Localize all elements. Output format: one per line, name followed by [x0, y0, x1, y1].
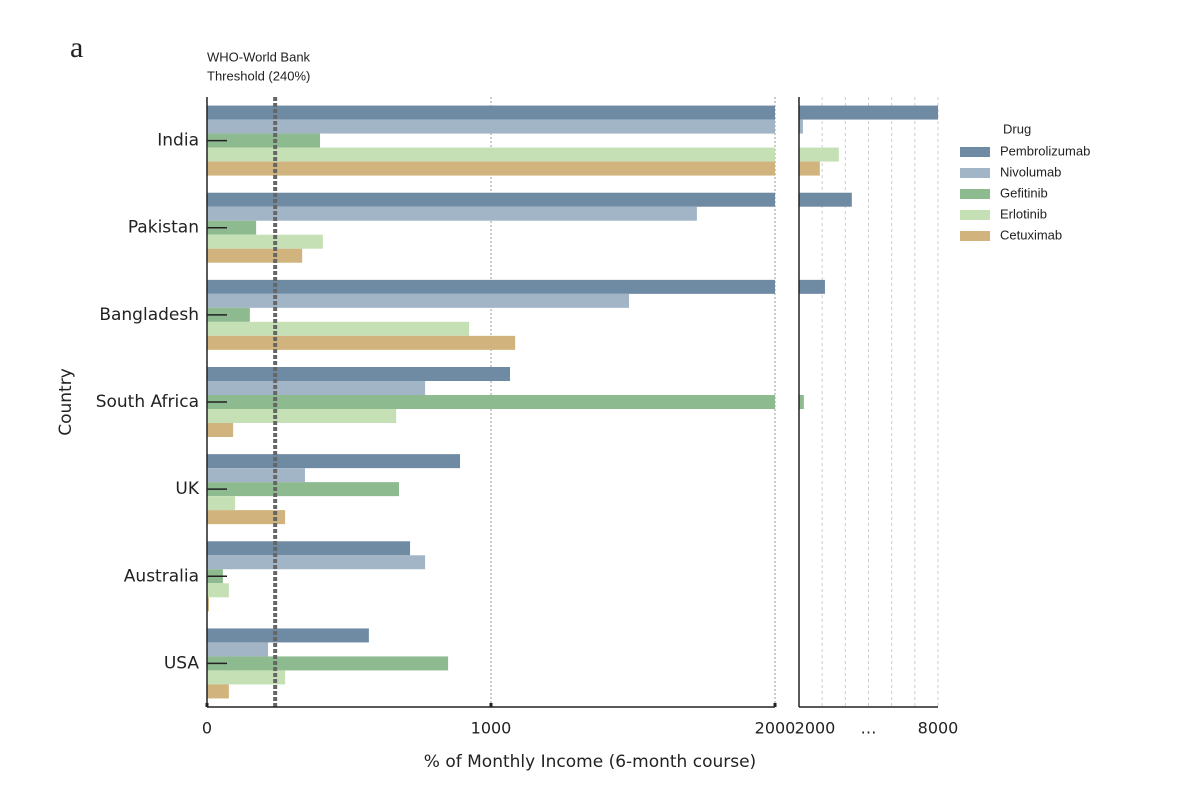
bar-overflow [799, 192, 852, 207]
y-tick-label: USA [164, 653, 200, 673]
bar [207, 220, 257, 235]
bar [207, 555, 426, 570]
bar [207, 234, 323, 249]
x-tick-label: 2000 [755, 719, 796, 738]
bar [207, 206, 697, 221]
threshold-label: WHO-World Bank [207, 49, 311, 64]
legend-swatch [960, 147, 990, 157]
bar [207, 293, 630, 308]
bar [207, 133, 321, 148]
y-tick-label: Bangladesh [99, 305, 199, 325]
bar [207, 642, 269, 657]
x-tick-label: 1000 [471, 719, 512, 738]
legend-swatch [960, 210, 990, 220]
bar [207, 192, 775, 207]
bar [207, 597, 209, 612]
legend-swatch [960, 231, 990, 241]
y-tick-label: Australia [124, 566, 199, 586]
bar [207, 335, 516, 350]
x2-tick-label: … [861, 719, 877, 738]
legend-title: Drug [1003, 121, 1031, 136]
threshold-label: Threshold (240%) [207, 68, 310, 83]
bar [207, 670, 286, 685]
bar [207, 161, 775, 176]
legend-swatch [960, 189, 990, 199]
bar [207, 367, 511, 381]
x2-tick-label: 2000 [795, 719, 836, 738]
legend-label: Pembrolizumab [1000, 143, 1090, 158]
bar-overflow [799, 119, 803, 134]
bar [207, 119, 775, 134]
bar [207, 279, 775, 294]
bar [207, 583, 229, 598]
bar [207, 147, 775, 162]
bar [207, 307, 250, 322]
y-axis-label: Country [56, 368, 76, 436]
bar [207, 409, 397, 423]
bar [207, 541, 411, 556]
bar [207, 468, 305, 483]
bar-overflow [799, 105, 938, 120]
y-tick-label: India [157, 131, 199, 151]
y-tick-label: UK [175, 479, 199, 499]
bar [207, 510, 286, 525]
bar [207, 684, 229, 699]
bar [207, 496, 236, 511]
legend-label: Nivolumab [1000, 164, 1061, 179]
x-axis-label: % of Monthly Income (6-month course) [424, 752, 756, 772]
bar [207, 628, 369, 643]
bar-overflow [799, 161, 820, 176]
bar [207, 423, 234, 437]
bar [207, 381, 426, 395]
bar [207, 454, 461, 469]
legend-label: Gefitinib [1000, 185, 1048, 200]
bar [207, 395, 775, 409]
x-tick-label: 0 [202, 719, 212, 738]
panel-label: a [70, 31, 83, 64]
bar [207, 248, 303, 263]
legend-label: Cetuximab [1000, 227, 1062, 242]
bar [207, 105, 775, 120]
bar-overflow [799, 395, 804, 409]
y-tick-label: South Africa [96, 392, 199, 412]
bar-overflow [799, 147, 839, 162]
bar [207, 482, 399, 497]
legend-label: Erlotinib [1000, 206, 1047, 221]
x2-tick-label: 8000 [918, 719, 959, 738]
bar [207, 321, 470, 336]
y-tick-label: Pakistan [128, 218, 199, 238]
bar-overflow [799, 279, 825, 294]
legend-swatch [960, 168, 990, 178]
bar [207, 656, 449, 671]
